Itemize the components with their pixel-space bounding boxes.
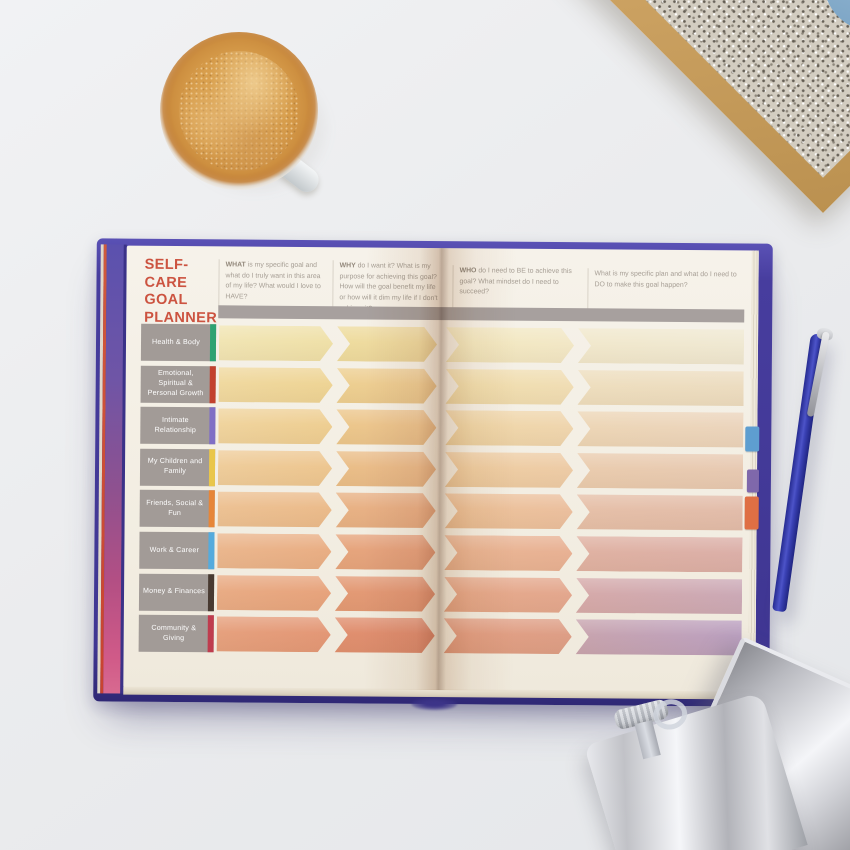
planner-row: Money & Finances — [138, 573, 742, 614]
arrow-band-segment — [337, 368, 437, 404]
row-arrow-bands — [218, 409, 743, 448]
row-accent-stripe — [208, 532, 215, 570]
row-label: Community & Giving — [138, 614, 214, 653]
picture-frame — [518, 0, 850, 214]
arrow-band-segment — [218, 409, 332, 445]
arrow-band-segment — [217, 616, 331, 652]
row-label-text: Community & Giving — [151, 623, 197, 642]
row-arrow-bands — [217, 575, 742, 614]
row-accent-stripe — [208, 490, 215, 528]
arrow-band-segment — [444, 535, 572, 571]
row-label-text: Health & Body — [152, 337, 201, 346]
row-label: Work & Career — [139, 531, 215, 570]
row-label-text: Emotional, Spiritual & Personal Growth — [147, 369, 204, 398]
spout-stem — [634, 719, 661, 760]
arrow-band-segment — [577, 495, 743, 531]
arrow-band-segment — [217, 575, 331, 611]
row-accent-stripe — [209, 407, 216, 445]
arrow-band-segment — [218, 492, 332, 528]
planner-row: Intimate Relationship — [140, 406, 743, 448]
row-label: Friends, Social & Fun — [139, 490, 215, 528]
row-arrow-bands — [217, 616, 742, 655]
planner-row: My Children and Family — [139, 448, 743, 489]
arrow-band-segment — [444, 618, 572, 654]
row-arrow-bands — [219, 367, 744, 406]
arrow-band-segment — [335, 534, 435, 570]
orange-tab — [744, 496, 759, 530]
row-label-text: Friends, Social & Fun — [146, 498, 204, 517]
arrow-band-segment — [446, 369, 574, 405]
planner-row: Emotional, Spiritual & Personal Growth — [140, 365, 744, 406]
framed-photo — [554, 0, 850, 178]
foil-pouch-with-spout — [572, 688, 812, 850]
coffee-mug — [160, 32, 318, 190]
photo-person-jeans — [800, 0, 850, 43]
row-label-text: Money & Finances — [143, 586, 206, 596]
coffee-crema — [178, 50, 300, 172]
row-accent-stripe — [209, 365, 216, 403]
row-label: My Children and Family — [139, 448, 216, 487]
arrow-band-segment — [445, 410, 573, 446]
row-accent-stripe — [209, 324, 217, 362]
planner-row: Friends, Social & Fun — [139, 490, 743, 531]
arrow-band-segment — [217, 533, 331, 569]
planner-row: Work & Career — [139, 531, 742, 573]
arrow-band-segment — [577, 453, 743, 489]
arrow-band-segment — [335, 617, 435, 653]
row-accent-stripe — [207, 573, 215, 611]
row-accent-stripe — [207, 615, 214, 653]
arrow-band-segment — [576, 578, 742, 614]
row-label: Health & Body — [140, 323, 217, 362]
planner-book: SELF-CARE GOAL PLANNER WHAT is my specif… — [93, 238, 773, 711]
row-label: Money & Finances — [138, 573, 215, 611]
row-arrow-bands — [217, 533, 742, 572]
arrow-band-segment — [446, 327, 574, 363]
row-label: Emotional, Spiritual & Personal Growth — [140, 365, 216, 403]
arrow-band-segment — [337, 326, 437, 362]
arrow-band-segment — [445, 452, 573, 488]
arrow-band-segment — [444, 577, 572, 613]
row-label-text: Work & Career — [149, 545, 200, 554]
purple-tab — [746, 469, 760, 493]
row-accent-stripe — [208, 449, 216, 487]
row-arrow-bands — [219, 325, 744, 364]
arrow-band-segment — [577, 411, 743, 447]
blue-pen — [772, 326, 847, 622]
planner-row: Health & Body — [140, 323, 744, 365]
arrow-band-segment — [576, 619, 742, 655]
arrow-band-segment — [576, 536, 742, 572]
arrow-band-segment — [335, 576, 435, 612]
blue-tab — [745, 426, 760, 452]
arrow-band-segment — [578, 328, 744, 364]
row-arrow-bands — [218, 492, 743, 531]
row-label: Intimate Relationship — [140, 406, 216, 445]
arrow-band-segment — [336, 409, 436, 445]
arrow-band-segment — [336, 451, 436, 487]
arrow-band-segment — [218, 450, 332, 486]
arrow-band-segment — [445, 493, 573, 529]
row-label-text: My Children and Family — [147, 457, 203, 476]
arrow-band-segment — [578, 370, 744, 406]
arrow-band-segment — [336, 493, 436, 529]
row-arrow-bands — [218, 450, 743, 489]
arrow-band-segment — [219, 367, 333, 403]
row-label-text: Intimate Relationship — [154, 415, 197, 434]
planner-row: Community & Giving — [138, 614, 742, 656]
arrow-band-segment — [219, 325, 333, 361]
rows: Health & Body Emotional, Spiritual & Pers… — [93, 238, 773, 706]
